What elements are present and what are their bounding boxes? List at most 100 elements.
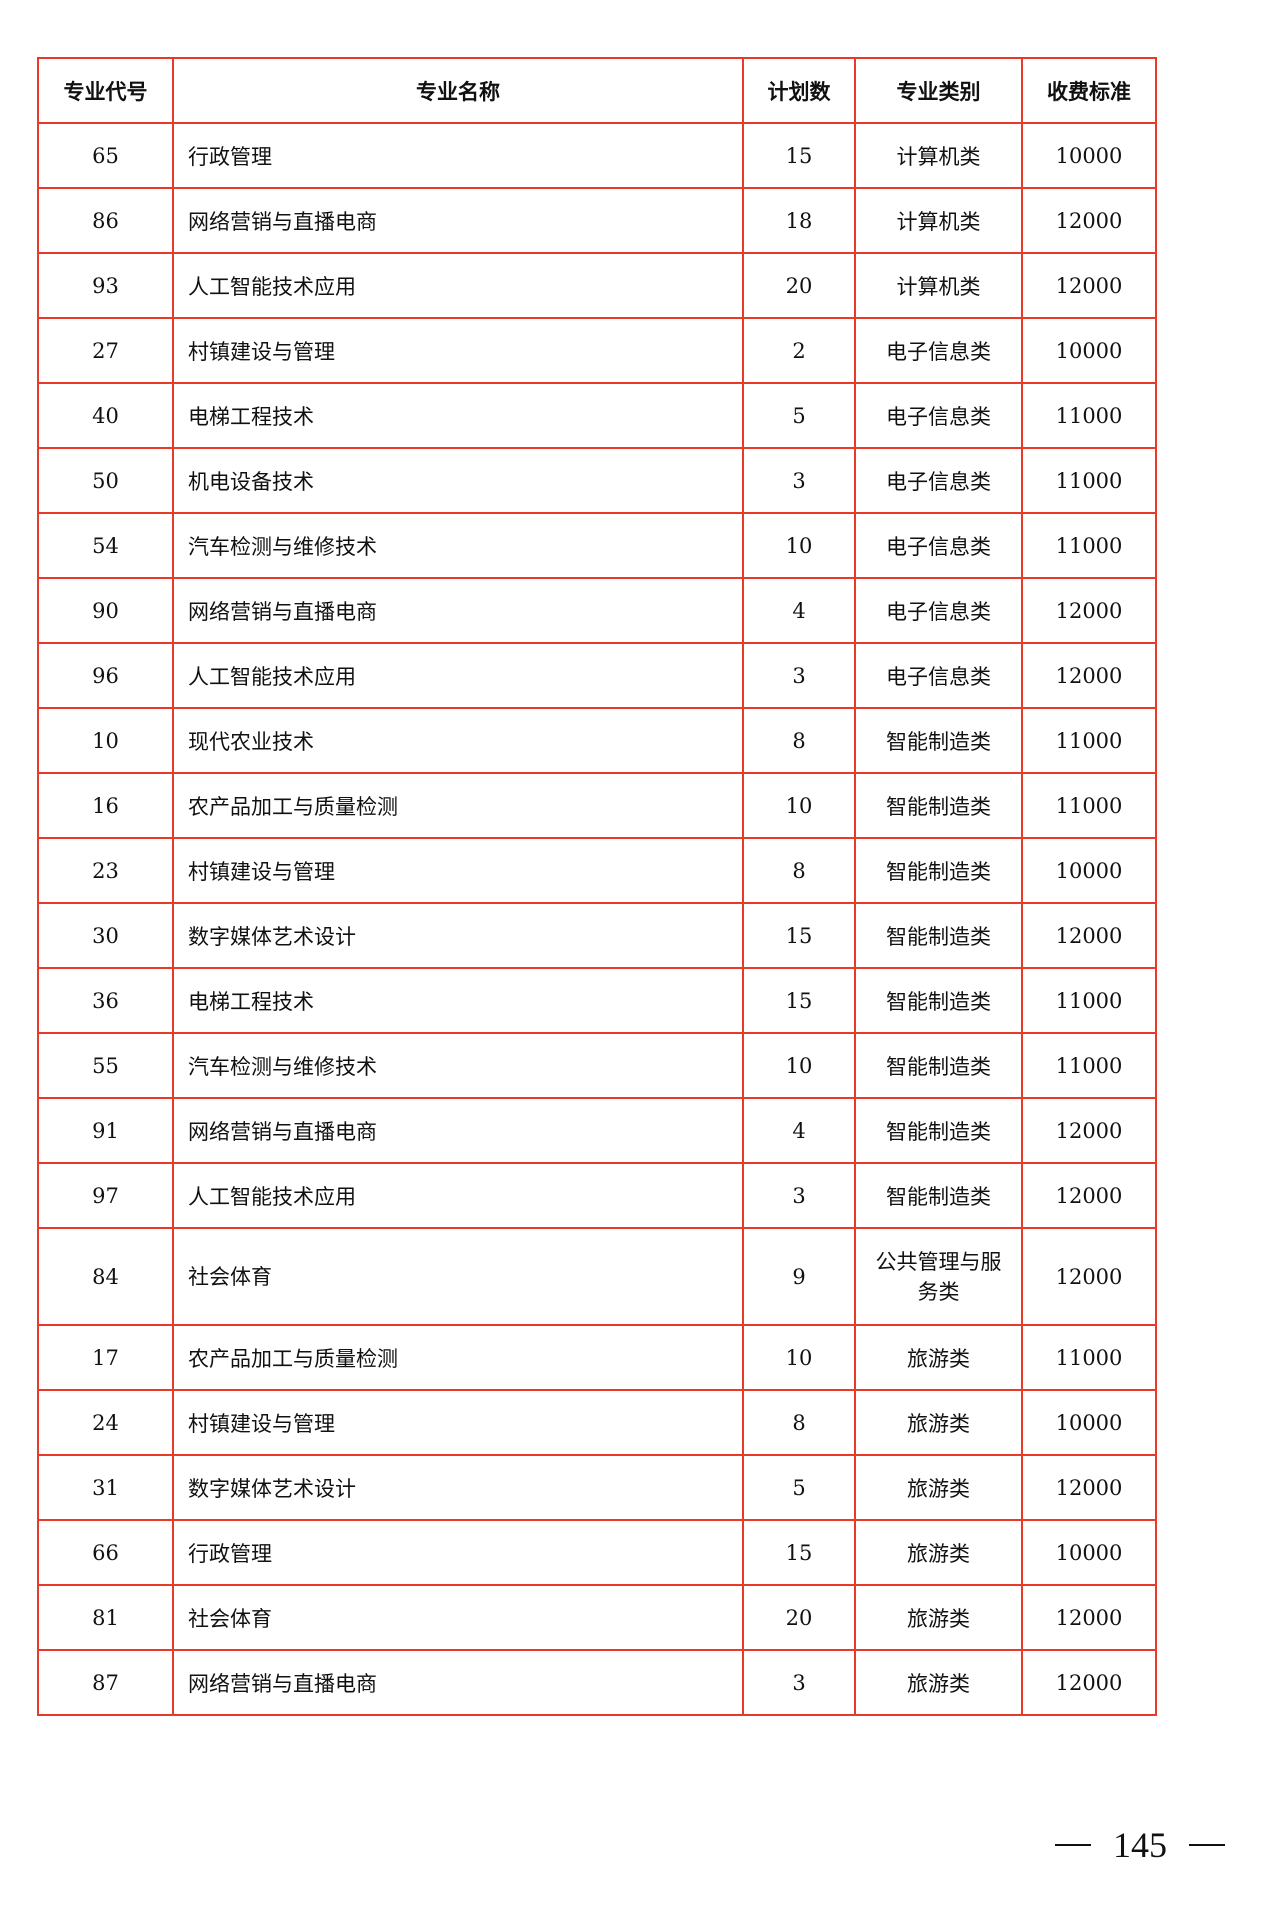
cell-code: 10	[37, 707, 174, 774]
cell-name: 村镇建设与管理	[172, 317, 744, 384]
cell-code: 24	[37, 1389, 174, 1456]
table-row: 31 数字媒体艺术设计 5 旅游类 12000	[37, 1454, 1157, 1521]
cell-code: 91	[37, 1097, 174, 1164]
cell-name: 社会体育	[172, 1584, 744, 1651]
cell-fee: 10000	[1021, 1519, 1157, 1586]
cell-code: 55	[37, 1032, 174, 1099]
cell-code: 96	[37, 642, 174, 709]
cell-category: 电子信息类	[854, 642, 1023, 709]
table-row: 16 农产品加工与质量检测 10 智能制造类 11000	[37, 772, 1157, 839]
cell-name: 电梯工程技术	[172, 967, 744, 1034]
cell-plan: 10	[742, 1324, 856, 1391]
cell-category: 电子信息类	[854, 317, 1023, 384]
cell-fee: 10000	[1021, 1389, 1157, 1456]
cell-code: 40	[37, 382, 174, 449]
cell-fee: 11000	[1021, 447, 1157, 514]
cell-plan: 3	[742, 642, 856, 709]
table-row: 84 社会体育 9 公共管理与服务类 12000	[37, 1227, 1157, 1326]
cell-category: 公共管理与服务类	[854, 1227, 1023, 1326]
cell-fee: 11000	[1021, 512, 1157, 579]
cell-fee: 11000	[1021, 1324, 1157, 1391]
cell-category: 旅游类	[854, 1584, 1023, 1651]
header-code: 专业代号	[37, 57, 174, 124]
cell-category: 智能制造类	[854, 1097, 1023, 1164]
cell-plan: 8	[742, 837, 856, 904]
cell-fee: 12000	[1021, 1227, 1157, 1326]
cell-code: 90	[37, 577, 174, 644]
cell-category: 电子信息类	[854, 447, 1023, 514]
cell-plan: 5	[742, 1454, 856, 1521]
cell-category: 智能制造类	[854, 1032, 1023, 1099]
cell-name: 人工智能技术应用	[172, 252, 744, 319]
cell-category: 计算机类	[854, 187, 1023, 254]
cell-category: 旅游类	[854, 1324, 1023, 1391]
cell-plan: 4	[742, 1097, 856, 1164]
cell-name: 网络营销与直播电商	[172, 577, 744, 644]
cell-name: 机电设备技术	[172, 447, 744, 514]
table-row: 91 网络营销与直播电商 4 智能制造类 12000	[37, 1097, 1157, 1164]
cell-category: 智能制造类	[854, 1162, 1023, 1229]
cell-name: 社会体育	[172, 1227, 744, 1326]
cell-fee: 12000	[1021, 1649, 1157, 1716]
cell-fee: 11000	[1021, 1032, 1157, 1099]
cell-plan: 3	[742, 1162, 856, 1229]
cell-fee: 11000	[1021, 707, 1157, 774]
table-row: 81 社会体育 20 旅游类 12000	[37, 1584, 1157, 1651]
cell-plan: 3	[742, 1649, 856, 1716]
cell-plan: 10	[742, 1032, 856, 1099]
table-row: 86 网络营销与直播电商 18 计算机类 12000	[37, 187, 1157, 254]
table-row: 27 村镇建设与管理 2 电子信息类 10000	[37, 317, 1157, 384]
cell-plan: 15	[742, 967, 856, 1034]
cell-fee: 12000	[1021, 1584, 1157, 1651]
cell-fee: 12000	[1021, 252, 1157, 319]
table-row: 93 人工智能技术应用 20 计算机类 12000	[37, 252, 1157, 319]
cell-plan: 9	[742, 1227, 856, 1326]
cell-category: 智能制造类	[854, 902, 1023, 969]
table-row: 30 数字媒体艺术设计 15 智能制造类 12000	[37, 902, 1157, 969]
cell-name: 网络营销与直播电商	[172, 1649, 744, 1716]
cell-code: 66	[37, 1519, 174, 1586]
cell-category: 旅游类	[854, 1649, 1023, 1716]
cell-name: 网络营销与直播电商	[172, 1097, 744, 1164]
cell-fee: 10000	[1021, 317, 1157, 384]
cell-code: 93	[37, 252, 174, 319]
cell-name: 汽车检测与维修技术	[172, 512, 744, 579]
cell-name: 农产品加工与质量检测	[172, 1324, 744, 1391]
table-row: 17 农产品加工与质量检测 10 旅游类 11000	[37, 1324, 1157, 1391]
cell-code: 36	[37, 967, 174, 1034]
cell-fee: 12000	[1021, 577, 1157, 644]
cell-plan: 15	[742, 122, 856, 189]
cell-plan: 10	[742, 772, 856, 839]
cell-fee: 12000	[1021, 1097, 1157, 1164]
cell-code: 81	[37, 1584, 174, 1651]
table-row: 36 电梯工程技术 15 智能制造类 11000	[37, 967, 1157, 1034]
cell-name: 村镇建设与管理	[172, 1389, 744, 1456]
cell-code: 27	[37, 317, 174, 384]
table-row: 96 人工智能技术应用 3 电子信息类 12000	[37, 642, 1157, 709]
cell-name: 农产品加工与质量检测	[172, 772, 744, 839]
page-number-text: 145	[1113, 1825, 1167, 1865]
cell-category: 旅游类	[854, 1389, 1023, 1456]
cell-code: 97	[37, 1162, 174, 1229]
cell-code: 17	[37, 1324, 174, 1391]
table-row: 54 汽车检测与维修技术 10 电子信息类 11000	[37, 512, 1157, 579]
cell-code: 87	[37, 1649, 174, 1716]
cell-category: 电子信息类	[854, 382, 1023, 449]
cell-code: 16	[37, 772, 174, 839]
cell-category: 电子信息类	[854, 577, 1023, 644]
cell-code: 50	[37, 447, 174, 514]
cell-category: 旅游类	[854, 1519, 1023, 1586]
table-row: 24 村镇建设与管理 8 旅游类 10000	[37, 1389, 1157, 1456]
table-row: 97 人工智能技术应用 3 智能制造类 12000	[37, 1162, 1157, 1229]
cell-plan: 4	[742, 577, 856, 644]
cell-name: 行政管理	[172, 1519, 744, 1586]
cell-name: 网络营销与直播电商	[172, 187, 744, 254]
cell-category: 计算机类	[854, 252, 1023, 319]
cell-fee: 11000	[1021, 772, 1157, 839]
table-row: 65 行政管理 15 计算机类 10000	[37, 122, 1157, 189]
cell-plan: 8	[742, 1389, 856, 1456]
cell-plan: 18	[742, 187, 856, 254]
header-category: 专业类别	[854, 57, 1023, 124]
cell-category: 电子信息类	[854, 512, 1023, 579]
table-row: 23 村镇建设与管理 8 智能制造类 10000	[37, 837, 1157, 904]
